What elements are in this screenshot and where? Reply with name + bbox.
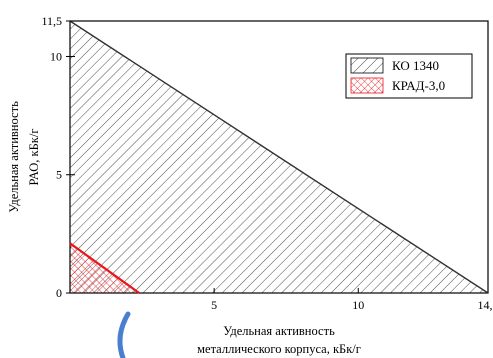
legend-label-krad-3: КРАД-3,0 xyxy=(392,78,445,93)
boundary-line-krad-3 xyxy=(69,242,140,294)
boundary-line-ko-1340 xyxy=(69,20,489,294)
y-tick-label: 0 xyxy=(56,286,62,300)
legend-label-ko-1340: КО 1340 xyxy=(392,58,439,73)
x-axis-title-line1: Удельная активность xyxy=(223,324,335,338)
y-axis-title-line2: РАО, кБк/г xyxy=(27,129,41,186)
x-tick-label: 5 xyxy=(211,298,217,312)
x-axis-title-line2: металлического корпуса, кБк/г xyxy=(197,342,361,356)
y-tick-label: 10 xyxy=(50,49,62,63)
x-tick-label: 10 xyxy=(352,298,364,312)
y-tick-label: 5 xyxy=(56,168,62,182)
plot-frame xyxy=(69,20,489,294)
legend-swatch-krad-3 xyxy=(350,77,384,94)
x-tick-label: 14,5 xyxy=(478,298,493,312)
legend-swatch-ko-1340 xyxy=(350,57,384,74)
y-axis-title-line1: Удельная активность xyxy=(7,101,21,213)
legend: КО 1340 КРАД-3,0 xyxy=(345,53,473,99)
y-tick-label: 11,5 xyxy=(41,14,62,28)
